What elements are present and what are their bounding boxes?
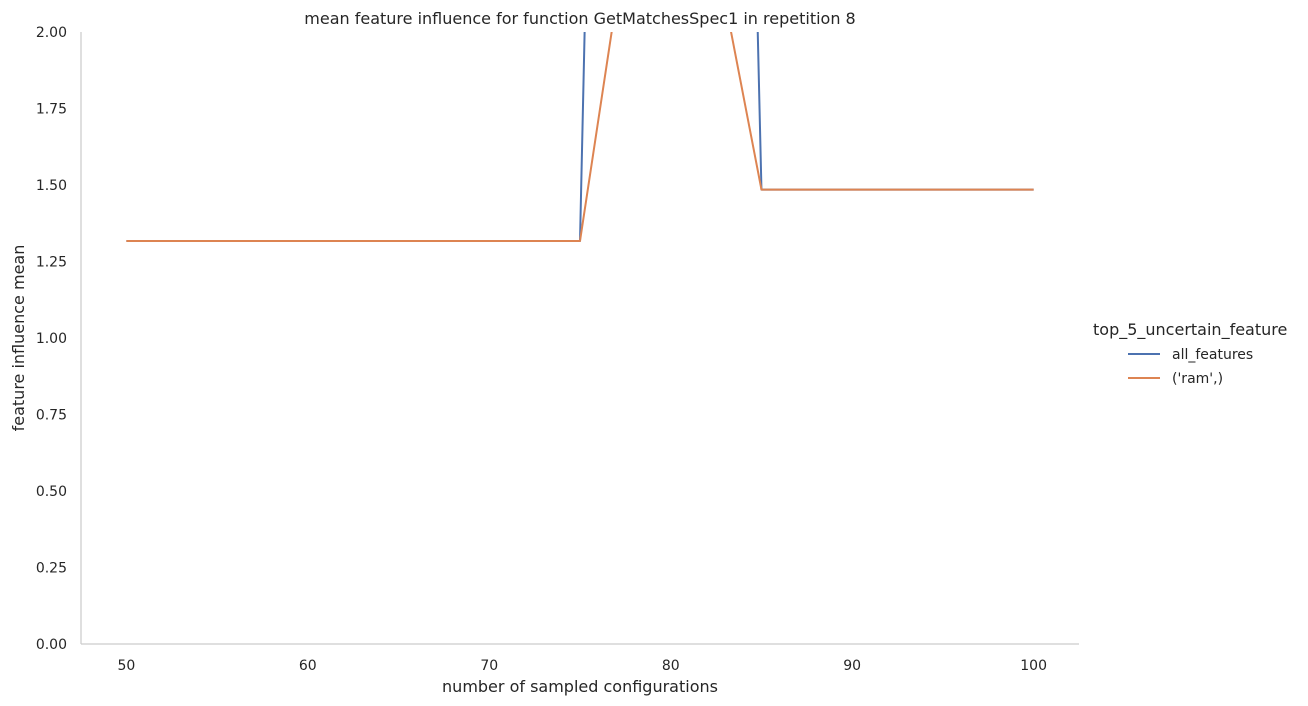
legend-label: ('ram',) [1172,371,1223,387]
series-line-2 [126,32,1034,242]
chart-title: mean feature influence for function GetM… [304,9,855,28]
y-tick-labels: 0.00 0.25 0.50 0.75 1.00 1.25 1.50 1.75 2.00 [36,25,67,653]
x-tick-label: 80 [662,658,680,674]
x-tick-labels: 50 60 70 80 90 100 [117,658,1047,674]
legend-items: all_features ('ram',) [1128,347,1253,387]
series-lines [126,32,1034,242]
series-line-1 [126,32,1034,242]
y-tick-label: 2.00 [36,25,67,41]
x-tick-label: 100 [1020,658,1047,674]
legend: top_5_uncertain_feature all_features ('ra… [1093,320,1287,387]
y-tick-label: 0.50 [36,484,67,500]
y-tick-label: 0.00 [36,637,67,653]
y-tick-label: 1.75 [36,102,67,118]
y-tick-label: 1.00 [36,331,67,347]
y-tick-label: 1.25 [36,255,67,271]
x-tick-label: 90 [843,658,861,674]
legend-title: top_5_uncertain_feature [1093,320,1287,340]
y-tick-label: 0.25 [36,561,67,577]
y-axis-label: feature influence mean [9,245,28,432]
x-tick-label: 70 [480,658,498,674]
legend-label: all_features [1172,347,1253,363]
y-tick-label: 0.75 [36,408,67,424]
x-axis-label: number of sampled configurations [442,677,718,696]
y-tick-label: 1.50 [36,178,67,194]
x-tick-label: 60 [299,658,317,674]
x-tick-label: 50 [117,658,135,674]
